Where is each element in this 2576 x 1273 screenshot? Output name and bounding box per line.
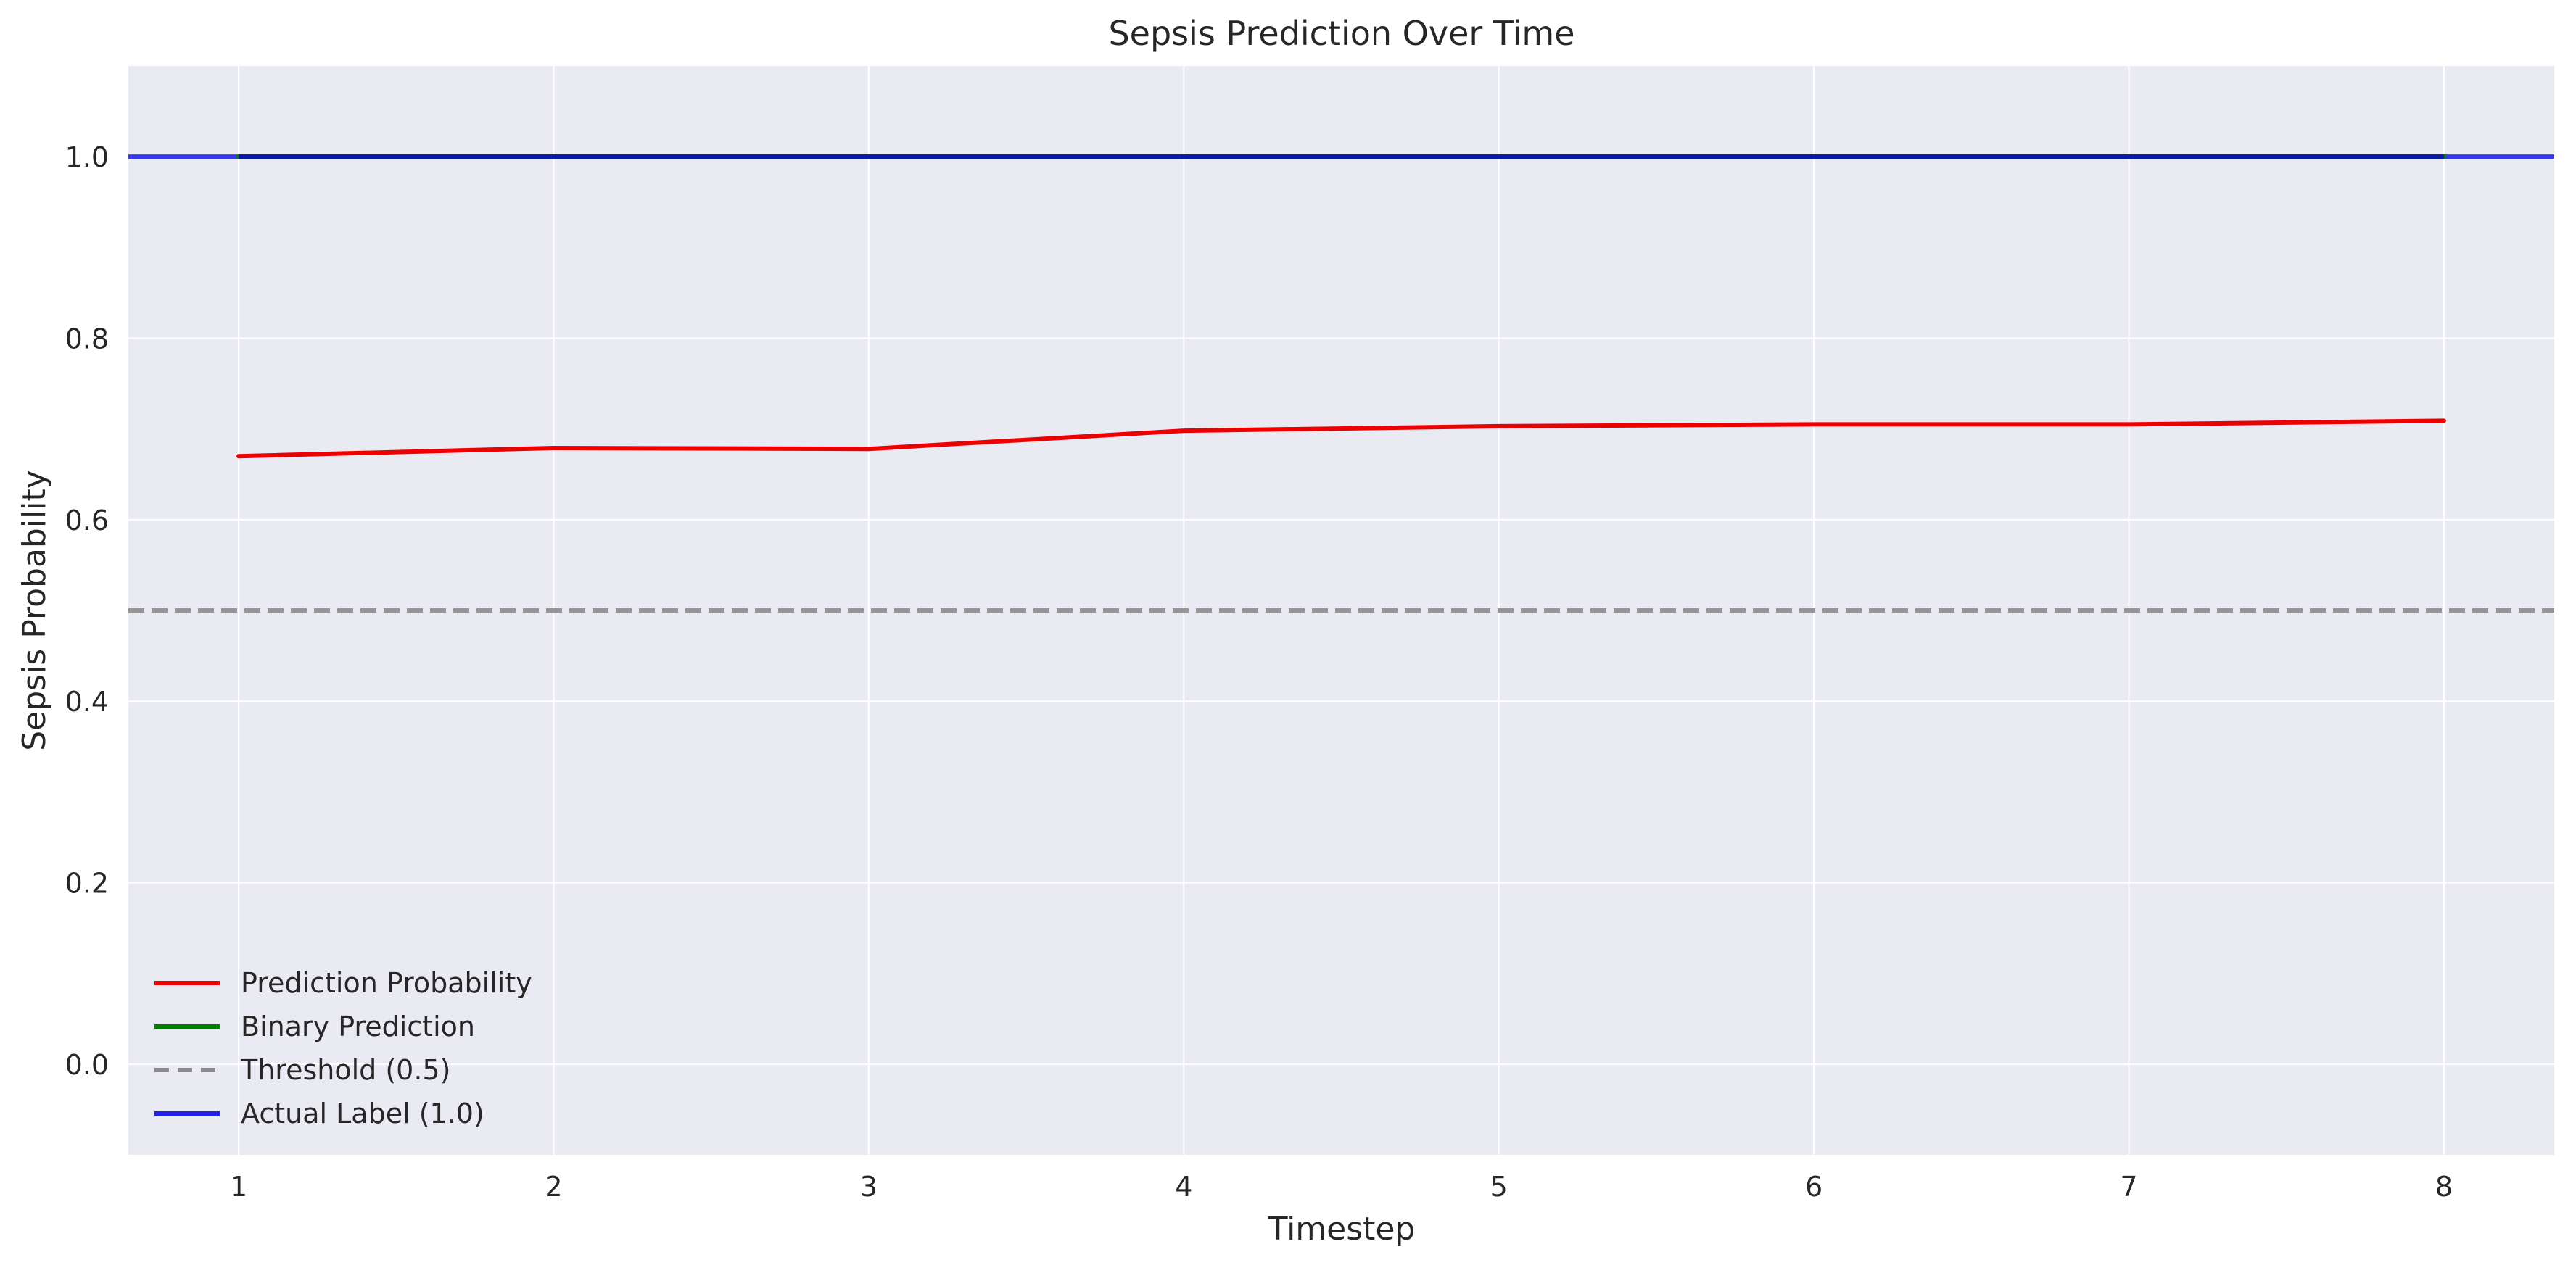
x-tick-label: 2 [545,1171,562,1203]
y-tick-label: 1.0 [65,141,109,173]
series-line [236,418,2446,459]
y-tick-label: 0.6 [65,505,109,536]
y-tick-label: 0.4 [65,686,109,718]
x-tick-label: 5 [1490,1171,1508,1203]
legend-label: Prediction Probability [241,967,532,999]
legend-label: Threshold (0.5) [240,1054,450,1086]
y-axis-label: Sepsis Probability [16,470,53,751]
y-tick-labels: 0.0 0.2 0.4 0.6 0.8 1.0 [65,141,109,1081]
legend-label: Binary Prediction [241,1011,475,1042]
legend: Prediction Probability Binary Prediction T… [154,967,532,1129]
y-tick-label: 0.8 [65,323,109,355]
chart-title: Sepsis Prediction Over Time [1108,14,1574,53]
x-tick-labels: 1 2 3 4 5 6 7 8 [230,1171,2453,1203]
data-series [128,154,2554,613]
x-tick-label: 8 [2435,1171,2453,1203]
x-tick-label: 7 [2120,1171,2137,1203]
x-tick-label: 1 [230,1171,247,1203]
y-tick-label: 0.0 [65,1049,109,1081]
x-tick-label: 3 [860,1171,878,1203]
y-tick-label: 0.2 [65,868,109,900]
legend-label: Actual Label (1.0) [241,1098,484,1129]
x-tick-label: 6 [1805,1171,1822,1203]
x-axis-label: Timestep [1268,1211,1416,1248]
x-tick-label: 4 [1175,1171,1192,1203]
